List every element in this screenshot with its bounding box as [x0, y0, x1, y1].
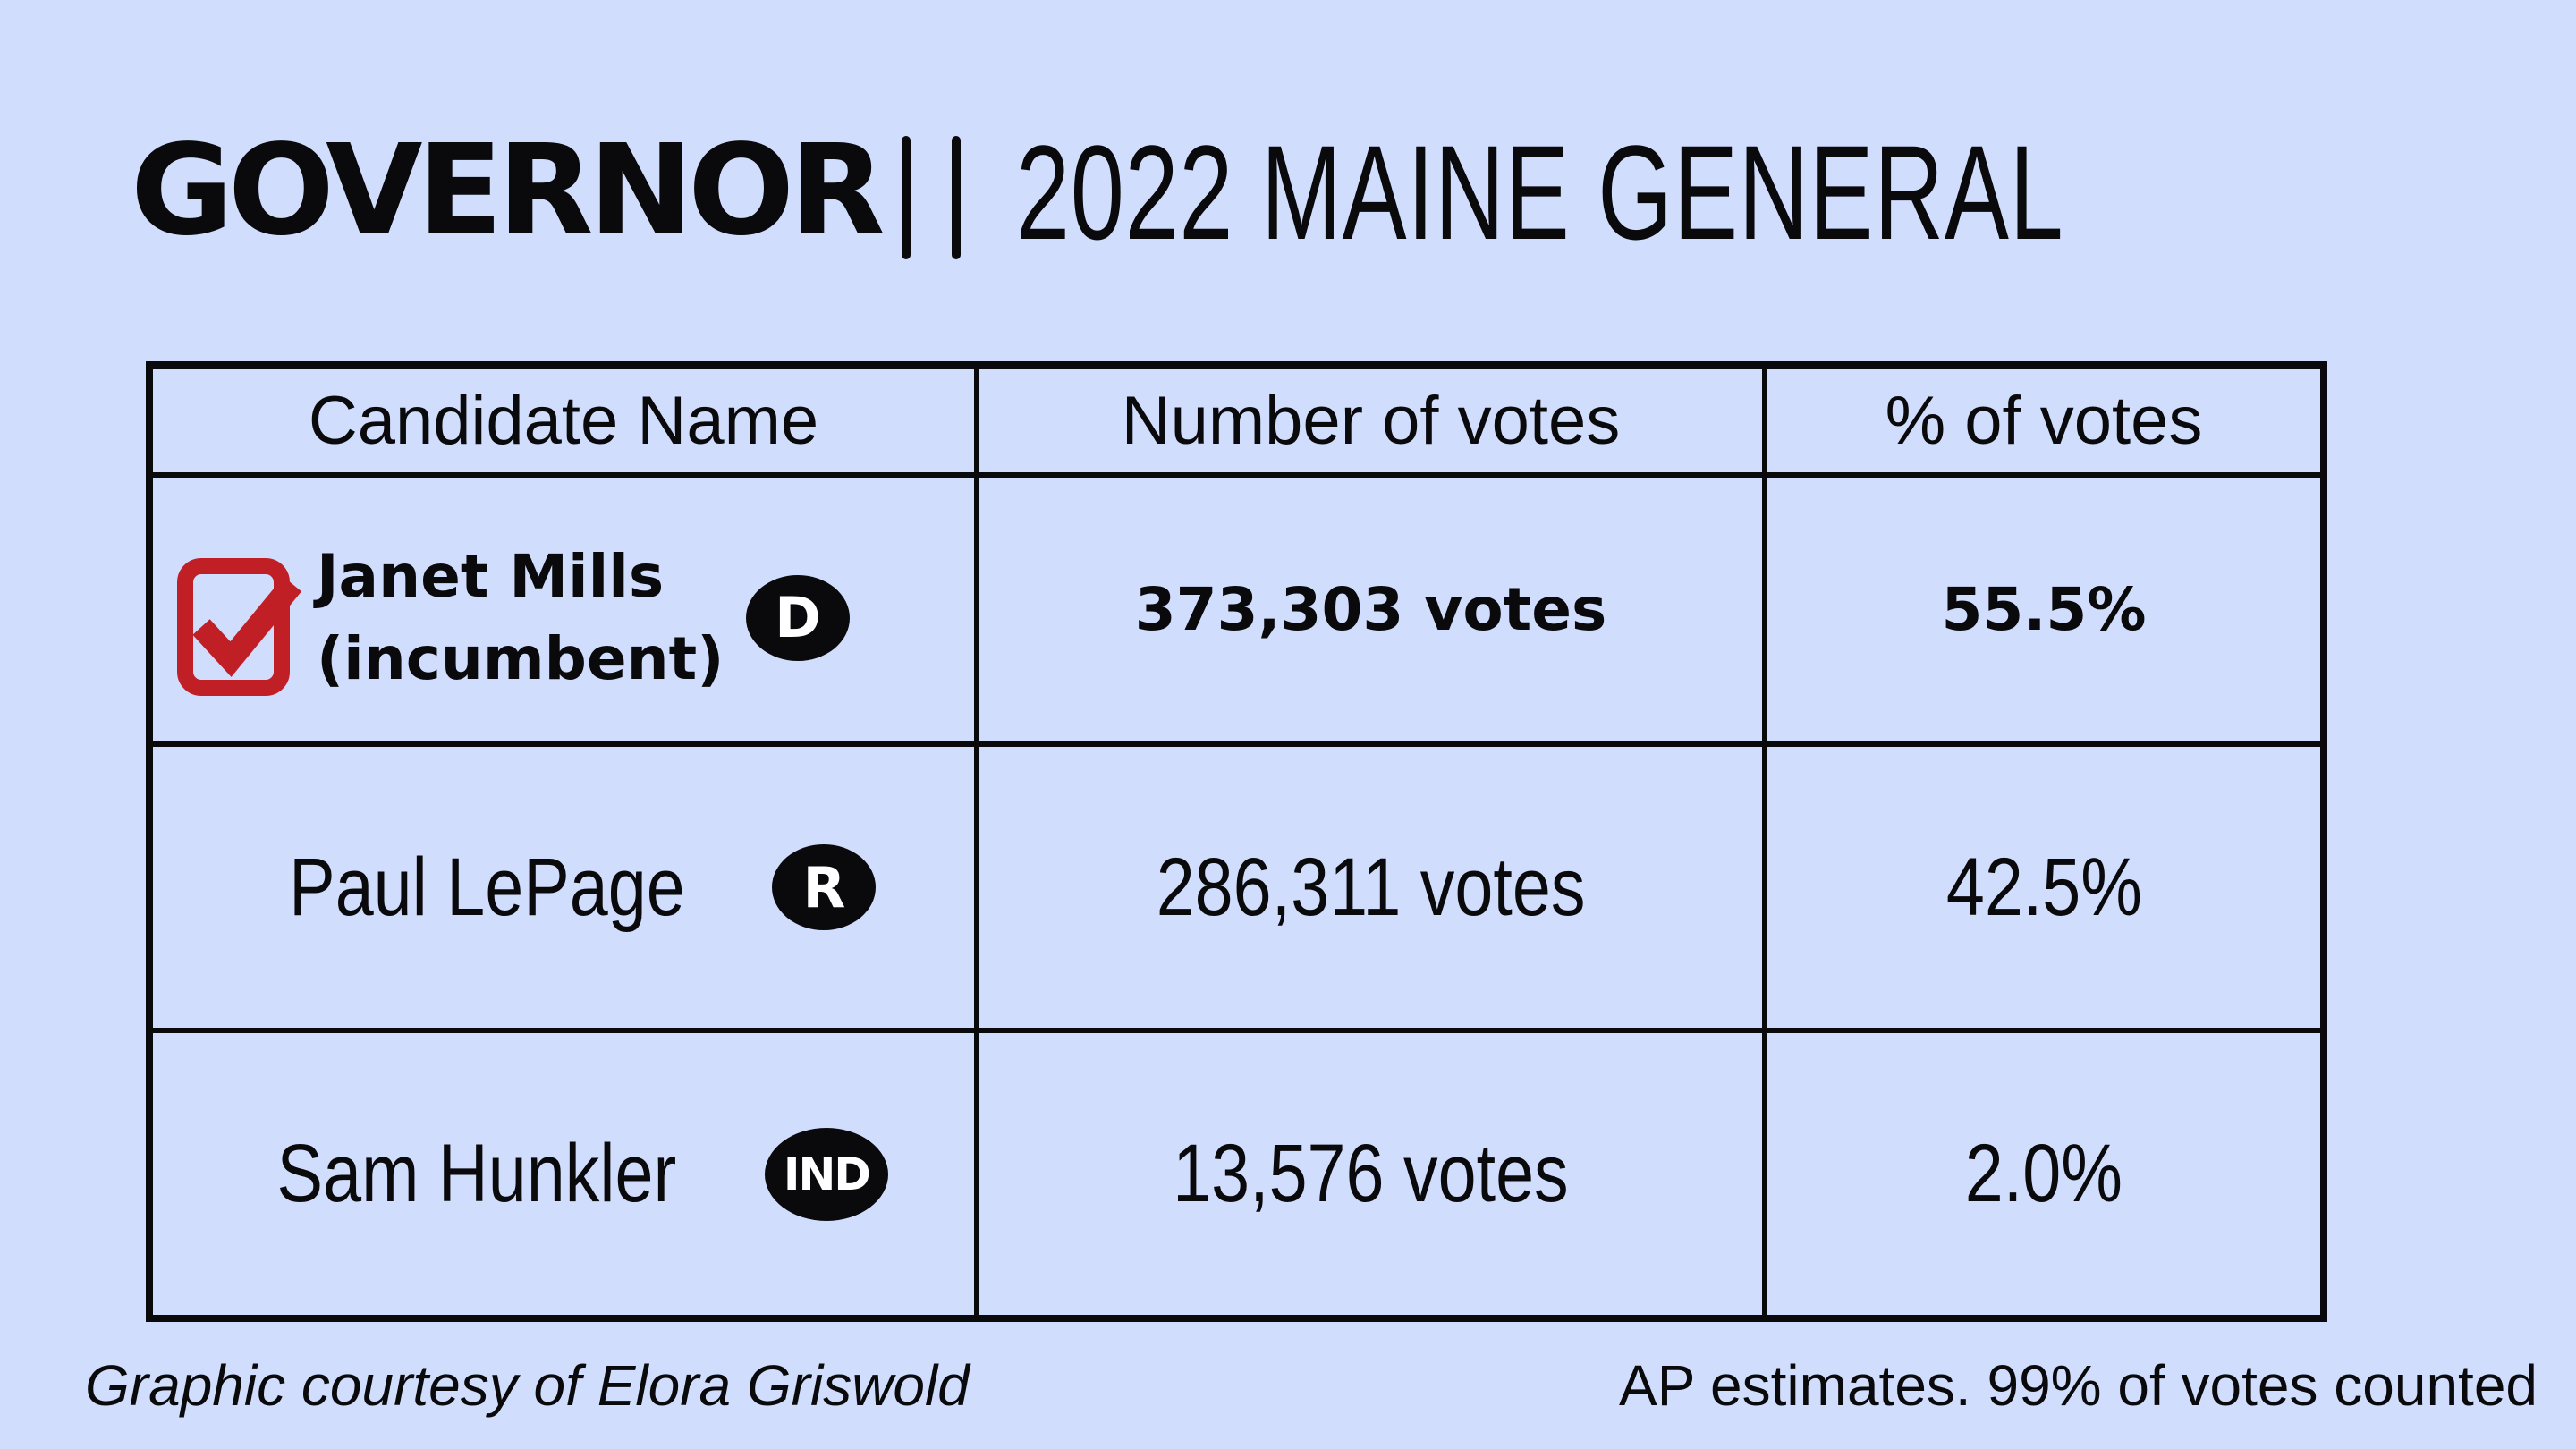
- party-badge-independent: IND: [764, 1127, 888, 1221]
- column-header-percent: % of votes: [1767, 369, 2320, 478]
- candidate-name: Janet Mills: [317, 542, 665, 612]
- percent-cell: 42.5%: [1767, 747, 2320, 1033]
- table-row-candidate-sam-hunkler: Sam Hunkler IND: [153, 1033, 979, 1315]
- candidate-name: Paul LePage: [288, 841, 685, 933]
- votes-cell: 286,311 votes: [979, 747, 1767, 1033]
- page-subtitle: 2022 MAINE GENERAL: [1016, 117, 2064, 267]
- column-header-candidate: Candidate Name: [153, 369, 979, 478]
- table-row-candidate-janet-mills: Janet Mills (incumbent) D: [153, 478, 979, 747]
- party-badge-republican: R: [772, 844, 877, 930]
- results-table: Candidate Name Number of votes % of vote…: [146, 361, 2327, 1322]
- votes-cell: 13,576 votes: [979, 1033, 1767, 1315]
- votes-value: 373,303 votes: [1134, 575, 1607, 644]
- table-row-candidate-paul-lepage: Paul LePage R: [153, 747, 979, 1033]
- party-badge-democrat: D: [746, 574, 850, 661]
- percent-cell: 2.0%: [1767, 1033, 2320, 1315]
- title-separator-bar: [902, 136, 911, 259]
- candidate-name: Sam Hunkler: [276, 1128, 677, 1219]
- credit-text: Graphic courtesy of Elora Griswold: [85, 1353, 970, 1418]
- candidate-name-block: Paul LePage R: [251, 841, 877, 935]
- title-separator-bar: [952, 136, 961, 259]
- candidate-suffix: (incumbent): [317, 623, 724, 693]
- votes-value: 286,311 votes: [1156, 841, 1586, 933]
- checkbox-checked-icon: [177, 557, 302, 696]
- source-text: AP estimates. 99% of votes counted: [1619, 1353, 2538, 1418]
- percent-value: 55.5%: [1941, 575, 2147, 644]
- candidate-name-block: Sam Hunkler IND: [239, 1127, 888, 1221]
- column-header-votes: Number of votes: [979, 369, 1767, 478]
- votes-value: 13,576 votes: [1173, 1128, 1569, 1219]
- votes-cell: 373,303 votes: [979, 478, 1767, 747]
- candidate-name-block: Janet Mills (incumbent): [317, 536, 746, 699]
- percent-value: 42.5%: [1945, 841, 2142, 933]
- percent-cell: 55.5%: [1767, 478, 2320, 747]
- percent-value: 2.0%: [1964, 1128, 2123, 1219]
- page-title: GOVERNOR: [131, 118, 886, 264]
